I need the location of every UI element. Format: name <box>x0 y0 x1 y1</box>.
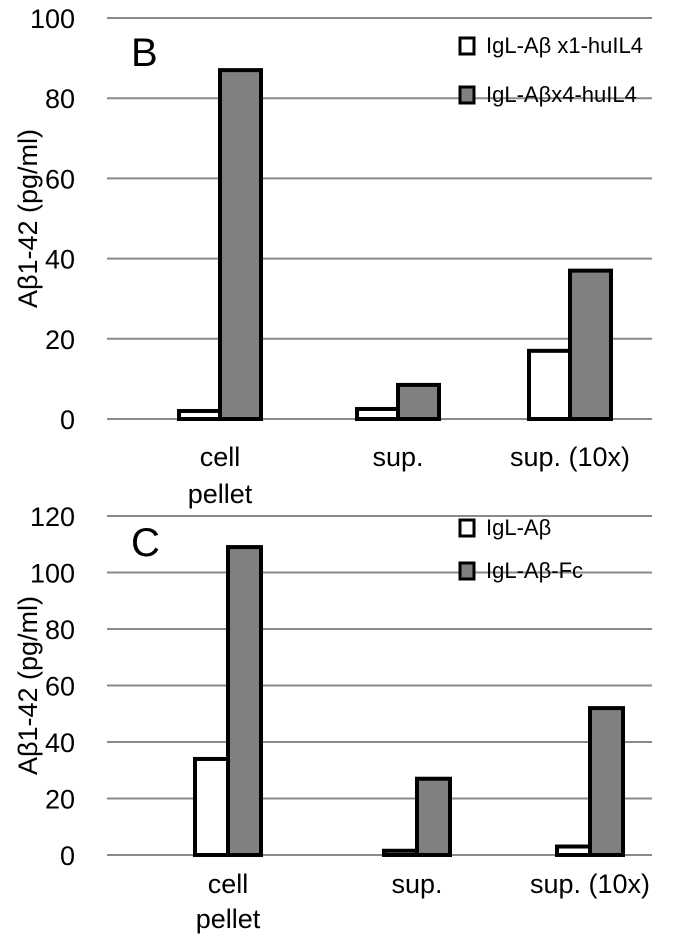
x-tick-label: pellet <box>188 479 253 509</box>
x-tick-label: sup. <box>372 442 423 472</box>
bar-white-2 <box>527 348 572 421</box>
bar-white-1 <box>355 406 400 422</box>
legend-swatch <box>458 85 476 105</box>
legend-entry: IgL-Aβx4-huIL4 <box>486 82 637 107</box>
chart-panel-c: 0 20 40 60 80 100 120 cell pellet sup. sup. (10x) A… <box>13 502 652 934</box>
x-tick-label: sup. (10x) <box>530 869 650 899</box>
panel-label: B <box>131 31 158 75</box>
y-tick-label: 100 <box>30 4 75 34</box>
y-tick-label: 40 <box>45 728 75 758</box>
legend-entry: IgL-Aβ-Fc <box>486 558 583 583</box>
legend-swatch <box>458 36 476 56</box>
y-tick-label: 20 <box>45 785 75 815</box>
panel-label: C <box>131 521 160 565</box>
bar-gray-0 <box>226 545 263 857</box>
y-tick-label: 60 <box>45 164 75 194</box>
legend-swatch <box>458 518 476 538</box>
bar-gray-2 <box>568 268 613 421</box>
y-tick-label: 120 <box>30 502 75 532</box>
y-tick-label: 60 <box>45 672 75 702</box>
x-tick-label: pellet <box>196 904 261 934</box>
x-tick-label: cell <box>208 869 249 899</box>
x-tick-label: cell <box>200 442 241 472</box>
bar-gray-2 <box>588 706 625 857</box>
bar-white-0 <box>193 756 230 858</box>
x-tick-label: sup. <box>391 869 442 899</box>
y-tick-label: 0 <box>60 405 75 435</box>
bar-white-2 <box>555 844 592 858</box>
legend-entry: IgL-Aβ <box>486 515 551 540</box>
y-tick-label: 80 <box>45 84 75 114</box>
y-tick-label: 20 <box>45 325 75 355</box>
bar-gray-1 <box>415 776 452 857</box>
bar-gray-0 <box>218 68 263 421</box>
bar-gray-1 <box>396 382 441 422</box>
y-axis-label: Aβ1-42 (pg/ml) <box>13 129 43 308</box>
y-axis-label: Aβ1-42 (pg/ml) <box>13 596 43 775</box>
y-tick-label: 0 <box>60 841 75 871</box>
y-tick-label: 40 <box>45 245 75 275</box>
x-tick-label: sup. (10x) <box>510 442 630 472</box>
bar-white-1 <box>382 848 419 858</box>
bar-white-0 <box>177 408 222 422</box>
y-tick-label: 100 <box>30 559 75 589</box>
chart-panel-b: 0 20 40 60 80 100 cell pellet sup. sup. (10x) Aβ1-… <box>13 4 652 509</box>
y-tick-label: 80 <box>45 615 75 645</box>
legend-swatch <box>458 561 476 581</box>
legend-entry: IgL-Aβ x1-huIL4 <box>486 33 643 58</box>
